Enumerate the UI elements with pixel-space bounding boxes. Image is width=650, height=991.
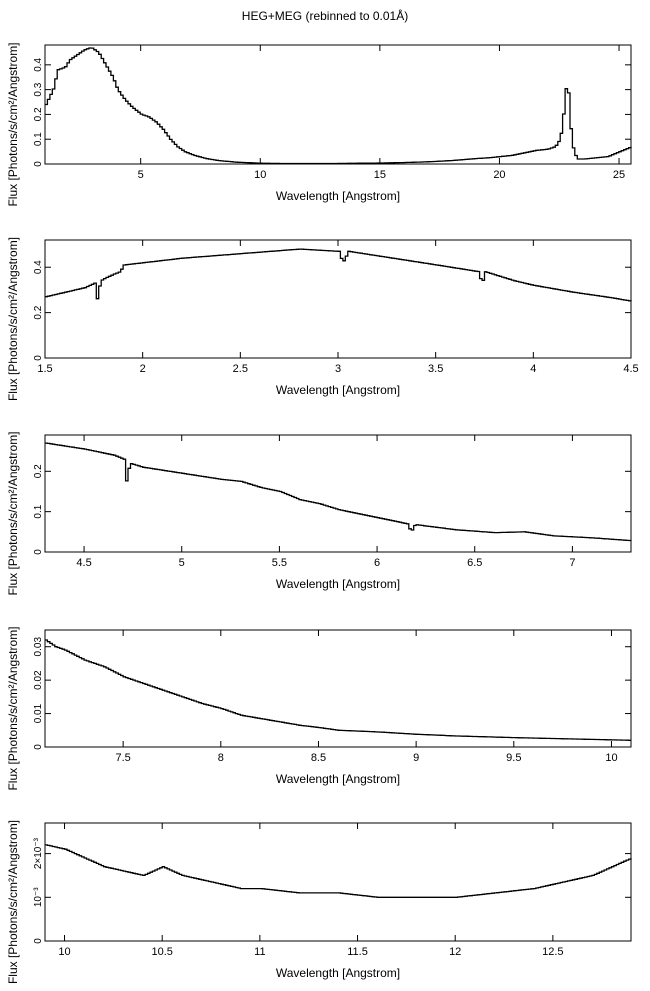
y-tick-label: 0	[33, 549, 44, 555]
plot-frame	[44, 44, 632, 165]
x-tick-label: 15	[374, 169, 386, 181]
y-tick-label: 0.03	[33, 637, 44, 657]
x-tick-label: 9	[413, 752, 419, 764]
y-axis-label: Flux [Photons/s/cm²/Angstrom]	[6, 820, 20, 984]
x-tick-label: 5.5	[272, 557, 287, 569]
y-tick-label: 0	[33, 355, 44, 361]
x-tick-label: 2	[140, 363, 146, 375]
spectrum-line-1	[45, 442, 632, 542]
y-tick-label: 0.2	[33, 305, 44, 319]
panel-3: 4.5 5 5.5 6 6.5 7 0 0.1 0.2 Wavelength [Angstrom]…	[6, 431, 632, 596]
x-tick-label: 8	[218, 752, 224, 764]
y-axis-label: Flux [Photons/s/cm²/Angstrom]	[6, 237, 20, 401]
x-tick-label: 4	[530, 363, 536, 375]
y-tick-label: 0.3	[33, 82, 44, 96]
y-tick-label: 0.2	[33, 107, 44, 121]
y-tick-label: 10⁻³	[33, 887, 44, 907]
panel-1: 5 10 15 20 25 0 0.1 0.2 0.3 0.4 Wavelength [Angstr…	[6, 42, 632, 207]
x-tick-label: 5	[138, 169, 144, 181]
y-tick-label: 0	[33, 161, 44, 167]
plot-frame	[44, 434, 632, 553]
x-axis-label: Wavelength [Angstrom]	[276, 772, 400, 786]
y-tick-label: 0	[33, 744, 44, 750]
x-tick-label: 9.5	[506, 752, 521, 764]
y-tick-label: 0	[33, 938, 44, 944]
plot-frame	[44, 239, 632, 359]
x-tick-label: 6	[374, 557, 380, 569]
panel-5: 10 10.5 11 11.5 12 12.5 0 10⁻³ 2×10⁻³ Wavelength …	[6, 820, 632, 984]
y-axis-label: Flux [Photons/s/cm²/Angstrom]	[6, 626, 20, 790]
spectrum-line-1	[45, 639, 631, 741]
x-tick-label: 1.5	[37, 363, 52, 375]
x-tick-label: 7.5	[115, 752, 130, 764]
spectrum-line-1	[45, 47, 632, 165]
x-tick-label: 5	[179, 557, 185, 569]
x-axis-label: Wavelength [Angstrom]	[276, 966, 400, 980]
spectrum-line-1	[45, 844, 632, 898]
plot-frame	[44, 629, 632, 748]
x-tick-label: 2.5	[233, 363, 248, 375]
y-axis-label: Flux [Photons/s/cm²/Angstrom]	[6, 431, 20, 595]
x-tick-label: 8.5	[311, 752, 326, 764]
main-title: HEG+MEG (rebinned to 0.01Å)	[241, 9, 409, 23]
x-tick-label: 3.5	[428, 363, 443, 375]
y-tick-label: 0.1	[33, 504, 44, 518]
y-tick-label: 0.4	[33, 57, 44, 71]
x-tick-label: 10	[58, 946, 70, 958]
y-tick-label: 0.02	[33, 670, 44, 690]
y-axis-label: Flux [Photons/s/cm²/Angstrom]	[6, 42, 20, 206]
x-tick-label: 10	[605, 752, 617, 764]
x-tick-label: 11	[254, 946, 265, 958]
y-tick-label: 2×10⁻³	[33, 837, 44, 869]
y-tick-label: 0.1	[33, 132, 44, 146]
x-tick-label: 12	[449, 946, 461, 958]
x-axis-label: Wavelength [Angstrom]	[276, 383, 400, 397]
panel-4: 7.5 8 8.5 9 9.5 10 0 0.01 0.02 0.03 Wavelength [An…	[6, 626, 632, 791]
x-tick-label: 7	[569, 557, 575, 569]
spectrum-line-1	[45, 248, 632, 302]
x-tick-label: 6.5	[467, 557, 482, 569]
panel-2: 1.5 2 2.5 3 3.5 4 4.5 0 0.2 0.4 Wavelength [Angstr…	[6, 237, 639, 401]
x-tick-label: 4.5	[76, 557, 91, 569]
plot-frame	[44, 822, 632, 942]
x-tick-label: 4.5	[623, 363, 638, 375]
x-tick-label: 11.5	[347, 946, 368, 958]
x-tick-label: 3	[335, 363, 341, 375]
x-tick-label: 10.5	[151, 946, 172, 958]
x-tick-label: 12.5	[542, 946, 563, 958]
y-tick-label: 0.4	[33, 260, 44, 274]
x-axis-label: Wavelength [Angstrom]	[276, 189, 400, 203]
x-tick-label: 20	[493, 169, 505, 181]
x-tick-label: 25	[613, 169, 625, 181]
x-tick-label: 10	[254, 169, 266, 181]
x-axis-label: Wavelength [Angstrom]	[276, 577, 400, 591]
y-tick-label: 0.01	[33, 703, 44, 723]
y-tick-label: 0.2	[33, 464, 44, 478]
